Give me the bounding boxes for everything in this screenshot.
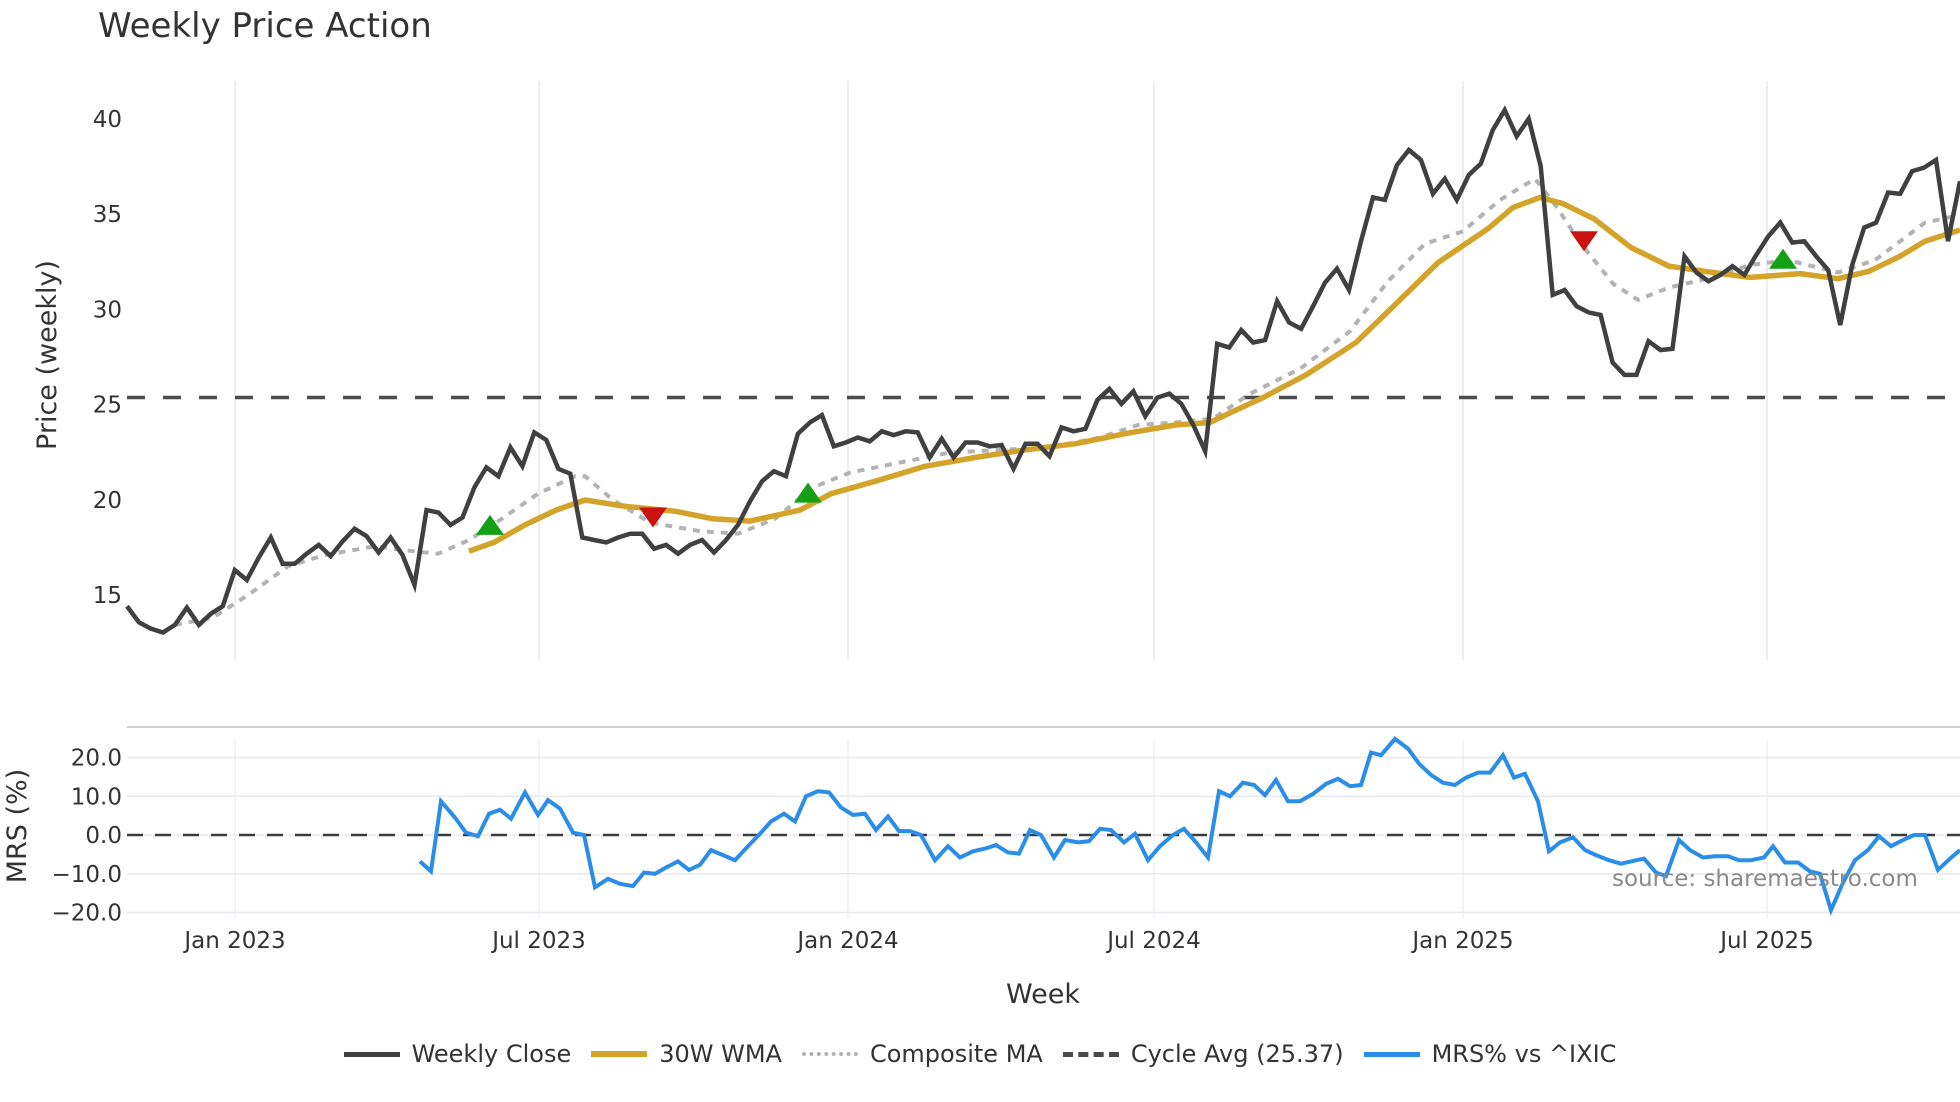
legend-item-cycle[interactable]: Cycle Avg (25.37) [1062, 1040, 1344, 1068]
mrs-y-tick: 0.0 [85, 823, 122, 849]
price-y-tick: 40 [93, 107, 122, 133]
legend-label: 30W WMA [659, 1040, 782, 1068]
source-watermark: source: sharemaestro.com [1612, 866, 1918, 892]
wma-swatch-icon [591, 1051, 648, 1057]
sell-signal-triangle-down-icon [639, 507, 667, 528]
legend-item-composite[interactable]: Composite MA [801, 1040, 1043, 1068]
close-swatch-icon [343, 1051, 400, 1057]
buy-signal-triangle-up-icon [476, 514, 504, 535]
mrs-y-tick: 20.0 [71, 746, 122, 772]
mrs-y-tick: 10.0 [71, 784, 122, 810]
price-y-tick: 35 [93, 202, 122, 228]
x-axis: Jan 2023 Jul 2023 Jan 2024 Jul 2024 Jan 2025… [182, 928, 1813, 954]
legend: Weekly Close 30W WMA Composite MA Cycle Avg… [0, 1034, 1960, 1074]
cycle-swatch-icon [1062, 1051, 1119, 1057]
x-tick-label: Jan 2025 [1410, 928, 1513, 954]
price-y-axis: 15 20 25 30 35 40 [93, 107, 122, 609]
buy-signal-triangle-up-icon [1769, 248, 1797, 269]
price-y-tick: 15 [93, 583, 122, 609]
x-axis-label: Week [1006, 979, 1080, 1010]
x-tick-label: Jan 2024 [795, 928, 898, 954]
sell-signal-triangle-down-icon [1570, 231, 1598, 252]
legend-label: MRS% vs ^IXIC [1431, 1040, 1617, 1068]
legend-label: Weekly Close [411, 1040, 572, 1068]
price-y-tick: 30 [93, 297, 122, 323]
x-tick-label: Jan 2023 [182, 928, 285, 954]
mrs-swatch-icon [1363, 1051, 1420, 1057]
wma-30w-line [468, 194, 1960, 554]
x-tick-label: Jul 2023 [490, 928, 586, 954]
weekly-close-line [125, 105, 1960, 635]
buy-signal-triangle-up-icon [794, 482, 822, 503]
mrs-y-axis-label: MRS (%) [2, 769, 33, 884]
x-tick-label: Jul 2025 [1718, 928, 1814, 954]
mrs-line [418, 736, 1960, 916]
signal-markers [476, 231, 1797, 535]
legend-item-wma[interactable]: 30W WMA [591, 1040, 782, 1068]
mrs-y-tick: −10.0 [52, 862, 122, 888]
price-y-tick: 25 [93, 393, 122, 419]
composite-swatch-icon [801, 1052, 858, 1056]
x-tick-label: Jul 2024 [1105, 928, 1201, 954]
legend-item-mrs[interactable]: MRS% vs ^IXIC [1363, 1040, 1617, 1068]
price-panel-grid [234, 81, 1768, 660]
legend-label: Composite MA [869, 1040, 1043, 1068]
chart-title: Weekly Price Action [98, 6, 432, 46]
composite-ma-line [174, 176, 1960, 627]
price-y-axis-label: Price (weekly) [32, 260, 63, 450]
mrs-y-tick: −20.0 [52, 901, 122, 927]
price-y-tick: 20 [93, 488, 122, 514]
legend-item-close[interactable]: Weekly Close [343, 1040, 572, 1068]
legend-label: Cycle Avg (25.37) [1130, 1040, 1344, 1068]
mrs-y-axis: −20.0 −10.0 0.0 10.0 20.0 [52, 746, 122, 927]
